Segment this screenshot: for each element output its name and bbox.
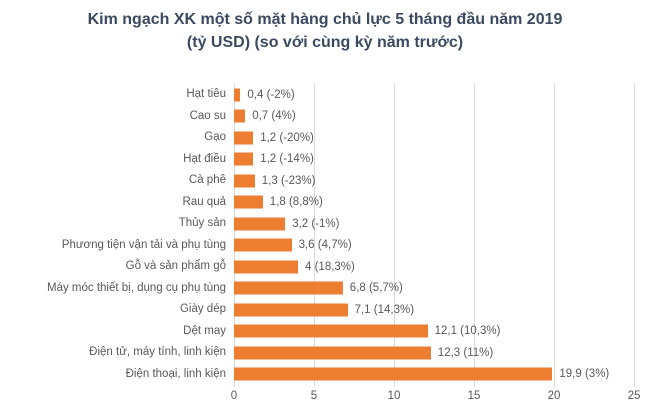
value-label: 4 (18,3%)	[305, 260, 355, 273]
category-label: Gỗ và sản phẩm gỗ	[125, 260, 226, 272]
bar-area: 0,7 (4%)	[234, 106, 634, 128]
bar-area: 3,6 (4,7%)	[234, 235, 634, 257]
x-tick-label: 5	[310, 390, 318, 402]
bar-area: 7,1 (14,3%)	[234, 299, 634, 321]
chart-title: Kim ngạch XK một số mặt hàng chủ lực 5 t…	[0, 8, 650, 54]
value-label: 0,7 (4%)	[252, 110, 296, 123]
x-tick-label: 25	[627, 390, 641, 402]
chart-title-line1: Kim ngạch XK một số mặt hàng chủ lực 5 t…	[87, 11, 563, 28]
x-tick-label: 20	[547, 390, 561, 402]
chart-row: Gạo 1,2 (-20%)	[0, 127, 634, 149]
x-tick-label: 0	[230, 390, 238, 402]
value-label: 12,1 (10,3%)	[434, 325, 501, 338]
bar-area: 0,4 (-2%)	[234, 84, 634, 106]
bar	[234, 238, 292, 252]
chart-row: Dệt may 12,1 (10,3%)	[0, 321, 634, 343]
category-label: Cà phê	[188, 174, 226, 186]
bar	[234, 217, 286, 231]
value-label: 6,8 (5,7%)	[349, 282, 403, 295]
category-label: Hạt điều	[183, 152, 226, 165]
chart-row: Cao su 0,7 (4%)	[0, 106, 634, 128]
bar-area: 1,2 (-20%)	[234, 127, 634, 149]
bar	[234, 303, 348, 317]
chart-row: Điện thoại, linh kiện 19,9 (3%)	[0, 364, 634, 386]
bar	[234, 281, 343, 295]
gridline	[394, 83, 395, 387]
category-label: Điện tử, máy tính, linh kiện	[89, 346, 226, 358]
bar	[234, 152, 254, 166]
bar	[234, 88, 241, 102]
gridline	[314, 83, 315, 387]
x-axis: 0 5 10 15 20 25	[230, 390, 641, 406]
bar-area: 12,3 (11%)	[234, 342, 634, 364]
value-label: 3,2 (-1%)	[292, 217, 340, 230]
value-label: 19,9 (3%)	[559, 368, 610, 381]
value-label: 1,8 (8,8%)	[269, 196, 323, 209]
bar-area: 19,9 (3%)	[234, 364, 634, 386]
bar-area: 3,2 (-1%)	[234, 213, 634, 235]
chart-row: Gỗ và sản phẩm gỗ 4 (18,3%)	[0, 256, 634, 278]
category-label: Gạo	[204, 131, 226, 143]
value-label: 12,3 (11%)	[437, 346, 494, 359]
bar	[234, 131, 254, 145]
gridline	[554, 83, 555, 387]
category-label: Dệt may	[183, 324, 226, 337]
bar-area: 1,2 (-14%)	[234, 149, 634, 171]
bar	[234, 195, 263, 209]
chart-row: Hạt điều 1,2 (-14%)	[0, 149, 634, 171]
value-label: 0,4 (-2%)	[247, 88, 295, 101]
chart-title-line2: (tỷ USD) (so với cùng kỳ năm trước)	[186, 34, 464, 51]
bar-area: 1,3 (-23%)	[234, 170, 634, 192]
chart-row: Hạt tiêu 0,4 (-2%)	[0, 84, 634, 106]
bar-area: 1,8 (8,8%)	[234, 192, 634, 214]
gridlines	[234, 83, 635, 387]
bar	[234, 260, 298, 274]
category-label: Giày dép	[179, 303, 226, 315]
category-label: Điện thoại, linh kiện	[125, 367, 226, 380]
chart-row: Giày dép 7,1 (14,3%)	[0, 299, 634, 321]
value-label: 7,1 (14,3%)	[354, 303, 415, 316]
value-label: 3,6 (4,7%)	[298, 239, 352, 252]
value-label: 1,2 (-14%)	[260, 153, 314, 166]
bar-area: 4 (18,3%)	[234, 256, 634, 278]
value-label: 1,2 (-20%)	[260, 131, 314, 144]
category-label: Thủy sản	[178, 217, 226, 229]
bar-area: 6,8 (5,7%)	[234, 278, 634, 300]
bar	[234, 109, 246, 123]
gridline	[474, 83, 475, 387]
category-label: Rau quả	[182, 195, 226, 208]
gridline	[634, 83, 635, 387]
bar	[234, 346, 431, 360]
chart-row: Điện tử, máy tính, linh kiện 12,3 (11%)	[0, 342, 634, 364]
chart-row: Phương tiện vận tải và phụ tùng 3,6 (4,7%…	[0, 235, 634, 257]
chart-row: Cà phê 1,3 (-23%)	[0, 170, 634, 192]
category-label: Cao su	[189, 109, 226, 122]
category-label: Phương tiện vận tải và phụ tùng	[61, 238, 226, 251]
chart-row: Máy móc thiết bị, dụng cụ phụ tùng 6,8 (5…	[0, 278, 634, 300]
gridline	[234, 83, 235, 387]
chart-row: Thủy sản 3,2 (-1%)	[0, 213, 634, 235]
bar	[234, 367, 553, 381]
x-tick-label: 10	[387, 390, 401, 402]
bar	[234, 174, 255, 188]
bar	[234, 324, 428, 338]
chart-rows: Hạt tiêu 0,4 (-2%) Cao su 0,7 (4%) Gạo 1,2 (-…	[0, 84, 634, 385]
chart-row: Rau quả 1,8 (8,8%)	[0, 192, 634, 214]
value-label: 1,3 (-23%)	[261, 174, 316, 187]
category-label: Hạt tiêu	[186, 88, 226, 100]
x-tick-label: 15	[467, 390, 481, 402]
bar-area: 12,1 (10,3%)	[234, 321, 634, 343]
category-label: Máy móc thiết bị, dụng cụ phụ tùng	[47, 281, 226, 294]
